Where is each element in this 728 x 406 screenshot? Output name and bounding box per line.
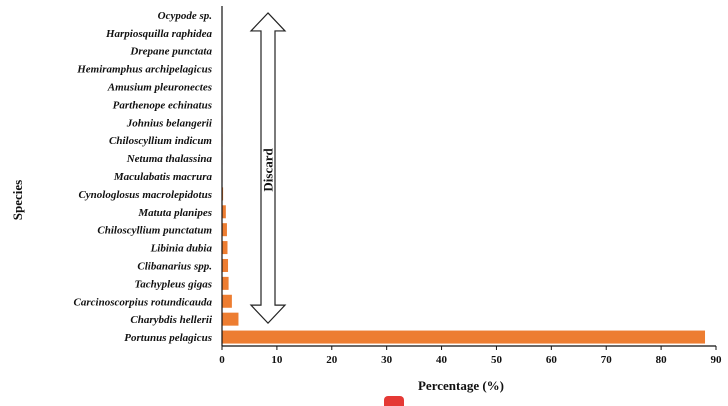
category-label: Netuma thalassina: [126, 153, 213, 165]
x-tick-label: 50: [491, 354, 503, 366]
y-axis-title: Species: [10, 180, 25, 220]
category-label: Johnius belangerii: [126, 117, 213, 129]
category-label: Clibanarius spp.: [137, 260, 212, 272]
x-tick-label: 10: [271, 354, 283, 366]
bar-chiloscyllium-punctatum: [222, 223, 227, 236]
category-label: Ocypode sp.: [158, 10, 212, 22]
bar-clibanarius-spp: [222, 259, 228, 272]
x-tick-label: 90: [711, 354, 723, 366]
bar-libinia-dubia: [222, 241, 227, 254]
category-label: Hemiramphus archipelagicus: [76, 64, 212, 76]
category-labels: Ocypode sp. Harpiosquilla raphidea Drepane…: [74, 10, 213, 344]
category-label: Portunus pelagicus: [124, 332, 212, 344]
bar-carcinoscorpius-rotundicauda: [222, 295, 232, 308]
category-label: Amusium pleuronectes: [107, 82, 212, 94]
x-tick-label: 20: [326, 354, 338, 366]
discard-label: Discard: [261, 148, 276, 192]
discard-annotation: Discard: [251, 13, 285, 323]
bar-charybdis-hellerii: [222, 313, 238, 326]
category-label: Drepane punctata: [129, 46, 212, 58]
category-label: Libinia dubia: [150, 243, 213, 255]
red-mark-decoration: [384, 396, 404, 406]
x-tick-label: 70: [601, 354, 613, 366]
x-tick-label: 30: [381, 354, 393, 366]
category-label: Chiloscyllium punctatum: [97, 225, 212, 237]
category-label: Charybdis hellerii: [130, 314, 213, 326]
category-label: Cynologlosus macrolepidotus: [78, 189, 212, 201]
category-label: Maculabatis macrura: [113, 171, 213, 183]
x-tick-label: 60: [546, 354, 558, 366]
category-label: Chiloscyllium indicum: [109, 135, 212, 147]
bar-tachypleus-gigas: [222, 277, 229, 290]
category-label: Parthenope echinatus: [113, 99, 212, 111]
category-label: Carcinoscorpius rotundicauda: [74, 296, 213, 308]
category-label: Matuta planipes: [137, 207, 212, 219]
x-axis-title: Percentage (%): [418, 378, 504, 393]
category-label: Harpiosquilla raphidea: [105, 28, 213, 40]
x-tick-label: 0: [219, 354, 225, 366]
x-tick-label: 40: [436, 354, 448, 366]
bars-group: [222, 8, 705, 343]
bar-portunus-pelagicus: [222, 331, 705, 344]
x-tick-label: 80: [656, 354, 668, 366]
category-label: Tachypleus gigas: [134, 278, 212, 290]
x-axis-ticks: 0 10 20 30 40 50 60 70 80 90: [219, 346, 722, 366]
